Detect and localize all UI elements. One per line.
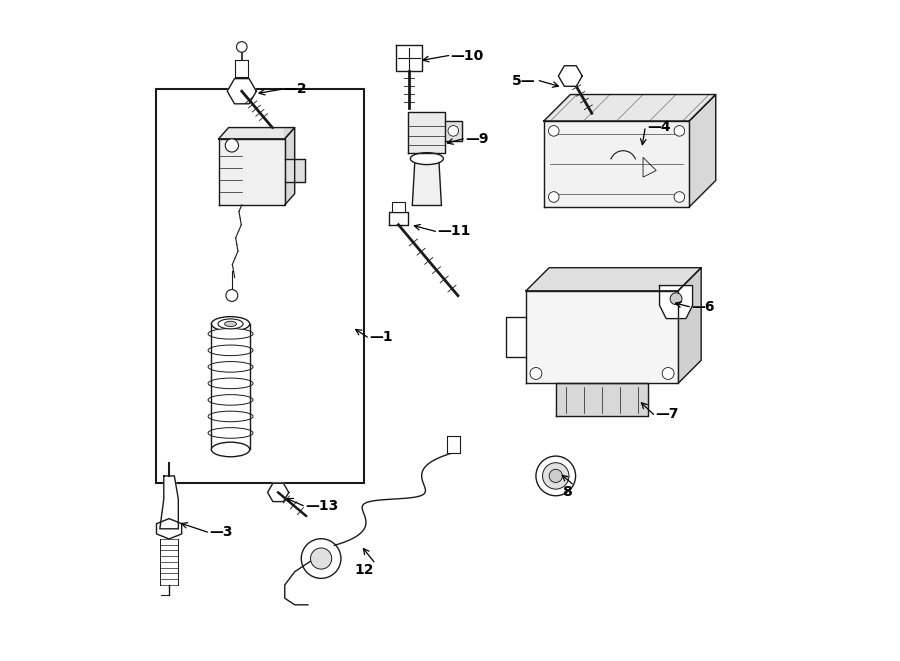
Ellipse shape: [410, 153, 444, 165]
Polygon shape: [526, 291, 678, 383]
Ellipse shape: [208, 411, 253, 422]
Text: 12: 12: [355, 563, 374, 578]
Polygon shape: [396, 45, 422, 71]
Polygon shape: [689, 95, 716, 207]
Polygon shape: [678, 268, 701, 383]
Text: —1: —1: [369, 330, 393, 344]
Polygon shape: [412, 159, 441, 205]
Text: 5—: 5—: [512, 73, 535, 88]
Circle shape: [674, 126, 685, 136]
Polygon shape: [284, 159, 304, 182]
Polygon shape: [157, 519, 182, 539]
Polygon shape: [446, 436, 460, 453]
Polygon shape: [409, 112, 446, 153]
Polygon shape: [212, 324, 249, 449]
Circle shape: [225, 139, 238, 152]
Text: —6: —6: [691, 299, 715, 314]
Circle shape: [674, 192, 685, 202]
Circle shape: [310, 548, 332, 569]
Text: —4: —4: [647, 120, 670, 134]
Circle shape: [670, 293, 682, 305]
Text: —2: —2: [284, 82, 307, 97]
Ellipse shape: [212, 317, 249, 331]
Ellipse shape: [208, 362, 253, 372]
Ellipse shape: [208, 428, 253, 438]
Polygon shape: [544, 95, 716, 121]
Polygon shape: [558, 65, 582, 87]
Polygon shape: [227, 79, 256, 104]
Text: —10: —10: [451, 48, 484, 63]
Polygon shape: [526, 268, 701, 291]
Ellipse shape: [208, 395, 253, 405]
Ellipse shape: [208, 329, 253, 339]
Polygon shape: [660, 286, 693, 319]
Circle shape: [536, 456, 576, 496]
Polygon shape: [556, 383, 648, 416]
Polygon shape: [284, 128, 294, 205]
Circle shape: [530, 368, 542, 379]
Text: —9: —9: [465, 132, 489, 146]
Text: —11: —11: [437, 224, 471, 239]
Text: 8: 8: [562, 485, 572, 500]
Circle shape: [548, 192, 559, 202]
Polygon shape: [219, 139, 284, 205]
Bar: [392, 202, 405, 212]
Circle shape: [662, 368, 674, 379]
Ellipse shape: [218, 319, 243, 329]
Polygon shape: [235, 60, 248, 77]
Ellipse shape: [208, 378, 253, 389]
Text: —13: —13: [305, 498, 338, 513]
Circle shape: [302, 539, 341, 578]
Circle shape: [448, 126, 459, 136]
Polygon shape: [160, 476, 178, 529]
Polygon shape: [544, 121, 689, 207]
Polygon shape: [389, 212, 408, 225]
Circle shape: [549, 469, 562, 483]
Circle shape: [548, 126, 559, 136]
Polygon shape: [267, 483, 289, 502]
Ellipse shape: [225, 321, 237, 327]
Circle shape: [226, 290, 238, 301]
Ellipse shape: [212, 442, 249, 457]
Text: —7: —7: [655, 407, 680, 422]
Text: —3: —3: [210, 525, 233, 539]
Polygon shape: [219, 128, 294, 139]
Polygon shape: [446, 121, 462, 141]
Bar: [156, 89, 364, 483]
Circle shape: [237, 42, 248, 52]
Ellipse shape: [208, 345, 253, 356]
Circle shape: [543, 463, 569, 489]
